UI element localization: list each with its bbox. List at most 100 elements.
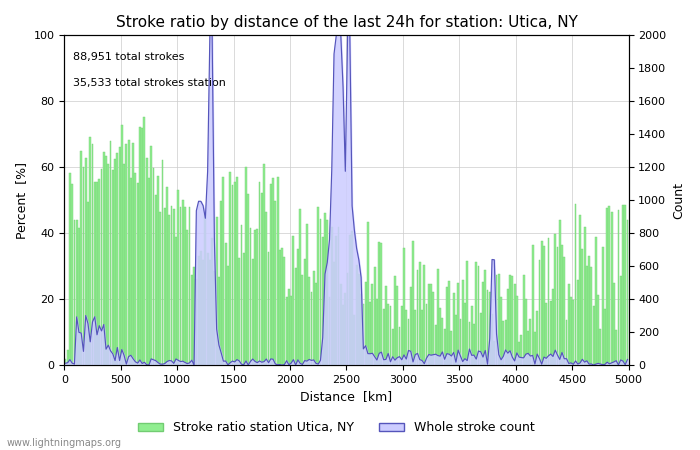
Text: 35,533 total strokes station: 35,533 total strokes station <box>73 78 225 88</box>
Bar <box>586 266 588 365</box>
Bar <box>376 299 378 365</box>
Bar <box>491 314 493 365</box>
Bar <box>403 248 405 365</box>
Bar <box>146 158 148 365</box>
Bar <box>168 215 170 365</box>
Bar <box>547 238 550 365</box>
Bar <box>428 284 430 365</box>
Bar <box>83 167 85 365</box>
Bar <box>139 126 141 365</box>
Bar <box>503 321 504 365</box>
Bar <box>302 274 303 365</box>
Bar <box>624 205 626 365</box>
Bar <box>274 202 277 365</box>
Bar <box>349 235 351 365</box>
Y-axis label: Percent  [%]: Percent [%] <box>15 162 28 239</box>
Bar <box>602 247 603 365</box>
Bar <box>527 331 529 365</box>
Bar <box>121 126 122 365</box>
Bar <box>130 178 132 365</box>
Bar <box>276 177 279 365</box>
Bar <box>209 260 211 365</box>
Bar <box>107 163 109 365</box>
Bar <box>414 310 416 365</box>
Bar <box>505 320 507 365</box>
Bar <box>155 195 157 365</box>
Bar <box>175 237 177 365</box>
Bar <box>78 229 80 365</box>
Bar <box>125 144 127 365</box>
Bar <box>272 178 274 365</box>
Bar <box>166 187 168 365</box>
Bar <box>416 270 419 365</box>
Bar <box>577 280 579 365</box>
Bar <box>141 128 143 365</box>
Bar <box>297 249 299 365</box>
Bar <box>424 265 425 365</box>
Bar <box>360 294 362 365</box>
Bar <box>290 296 292 365</box>
Bar <box>536 311 538 365</box>
Bar <box>64 359 67 365</box>
Bar <box>311 292 312 365</box>
Bar <box>132 143 134 365</box>
Bar <box>500 297 502 365</box>
Bar <box>383 309 384 365</box>
Bar <box>234 182 236 365</box>
Bar <box>186 230 188 365</box>
Bar <box>556 247 559 365</box>
Bar <box>227 266 229 365</box>
Bar <box>160 212 161 365</box>
Bar <box>101 169 102 365</box>
Bar <box>615 330 617 365</box>
Bar <box>69 173 71 365</box>
Title: Stroke ratio by distance of the last 24h for station: Utica, NY: Stroke ratio by distance of the last 24h… <box>116 15 578 30</box>
Bar <box>354 315 356 365</box>
Bar <box>599 329 601 365</box>
Bar <box>308 277 310 365</box>
Bar <box>306 225 308 365</box>
Bar <box>241 225 242 365</box>
Bar <box>281 248 283 365</box>
Bar <box>238 258 240 365</box>
X-axis label: Distance  [km]: Distance [km] <box>300 391 393 404</box>
Bar <box>575 204 577 365</box>
Text: 88,951 total strokes: 88,951 total strokes <box>73 52 184 62</box>
Bar <box>437 269 439 365</box>
Bar <box>258 182 260 365</box>
Bar <box>453 293 454 365</box>
Bar <box>579 215 581 365</box>
Bar <box>398 328 400 365</box>
Bar <box>317 207 319 365</box>
Bar <box>313 270 314 365</box>
Bar <box>211 238 213 365</box>
Bar <box>446 288 448 365</box>
Bar <box>529 319 531 365</box>
Bar <box>188 207 190 365</box>
Bar <box>225 243 227 365</box>
Bar <box>459 319 461 365</box>
Bar <box>173 209 175 365</box>
Bar <box>116 153 118 365</box>
Bar <box>315 284 317 365</box>
Bar <box>223 177 224 365</box>
Bar <box>489 292 491 365</box>
Bar <box>455 315 457 365</box>
Bar <box>584 227 585 365</box>
Bar <box>333 262 335 365</box>
Bar <box>331 227 332 365</box>
Bar <box>550 301 552 365</box>
Bar <box>105 156 107 365</box>
Bar <box>191 275 193 365</box>
Bar <box>532 245 533 365</box>
Bar <box>543 246 545 365</box>
Bar <box>457 284 459 365</box>
Bar <box>595 237 597 365</box>
Bar <box>214 271 216 365</box>
Bar <box>405 310 407 365</box>
Bar <box>552 289 554 365</box>
Bar <box>545 303 547 365</box>
Bar <box>410 287 412 365</box>
Bar <box>389 306 391 365</box>
Bar <box>566 320 568 365</box>
